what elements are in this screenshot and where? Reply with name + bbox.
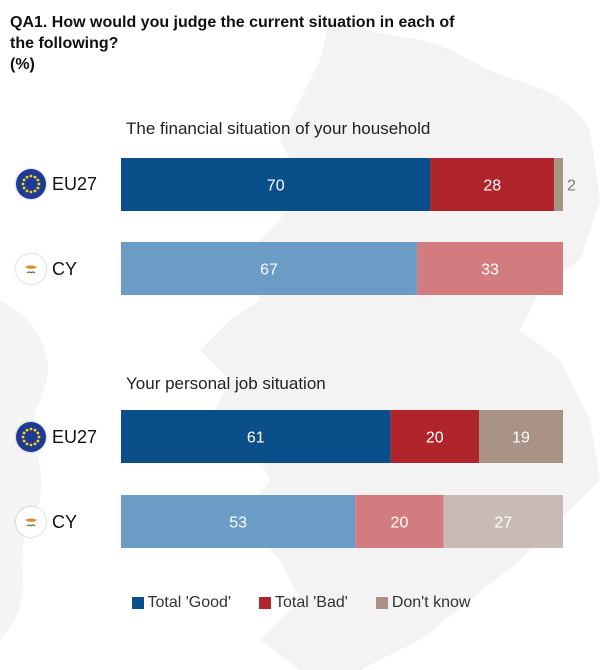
bar-segment-dont-know: [443, 495, 563, 548]
bar-segment-good: [121, 242, 418, 295]
cyprus-flag-icon: [16, 254, 46, 284]
data-label-dont-know: 19: [512, 430, 530, 447]
bar-segment-bad: [355, 495, 444, 548]
row-label-cy-job: CY: [16, 502, 77, 542]
legend-swatch-dont-know: [375, 597, 388, 609]
data-label-good: 70: [267, 178, 285, 195]
bar-segment-bad: [430, 158, 555, 211]
legend-label-bad: Total 'Bad': [275, 594, 348, 611]
title-line-2: the following?: [10, 35, 119, 52]
legend-item-dont-know: Don't know: [375, 594, 471, 612]
data-label-good: 53: [229, 515, 247, 532]
legend-swatch-bad: [259, 597, 271, 609]
panel-title-job: Your personal job situation: [126, 374, 326, 393]
data-label-dont-know: 2: [567, 178, 576, 195]
cyprus-flag-icon: [16, 507, 46, 537]
country-label: EU27: [52, 173, 98, 194]
title-line-1: QA1. How would you judge the current sit…: [10, 14, 455, 31]
bar-segment-bad: [417, 242, 563, 295]
bar-segment-good: [121, 158, 431, 211]
bar-segment-bad: [390, 410, 480, 463]
panel-title-household: The financial situation of your househol…: [126, 119, 431, 138]
data-label-good: 61: [247, 430, 265, 447]
country-label: EU27: [52, 426, 98, 447]
data-label-dont-know: 27: [494, 515, 512, 532]
data-label-bad: 20: [391, 515, 409, 532]
legend-label-dont-know: Don't know: [391, 594, 471, 611]
legend: Total 'Good' Total 'Bad' Don't know: [0, 594, 602, 612]
legend-swatch-good: [131, 597, 144, 609]
data-label-bad: 20: [426, 430, 444, 447]
legend-label-good: Total 'Good': [147, 594, 232, 611]
bar-segment-good: [121, 410, 391, 463]
legend-item-good: Total 'Good': [131, 594, 232, 612]
row-label-eu27-household: EU27: [16, 164, 97, 204]
row-label-eu27-job: EU27: [16, 417, 97, 457]
eu-flag-icon: [16, 169, 46, 199]
row-label-cy-household: CY: [16, 249, 77, 289]
bar-segment-dont-know: [479, 410, 563, 463]
title-line-3: (%): [10, 56, 35, 73]
data-label-bad: 33: [481, 262, 499, 279]
data-label-bad: 28: [483, 178, 501, 195]
bar-segment-dont-know: [554, 158, 563, 211]
chart-title: QA1. How would you judge the current sit…: [10, 12, 530, 75]
data-label-good: 67: [260, 262, 278, 279]
eu-flag-icon: [16, 422, 46, 452]
country-label: CY: [52, 511, 78, 532]
bar-segment-good: [121, 495, 356, 548]
legend-item-bad: Total 'Bad': [259, 594, 348, 612]
country-label: CY: [52, 258, 78, 279]
